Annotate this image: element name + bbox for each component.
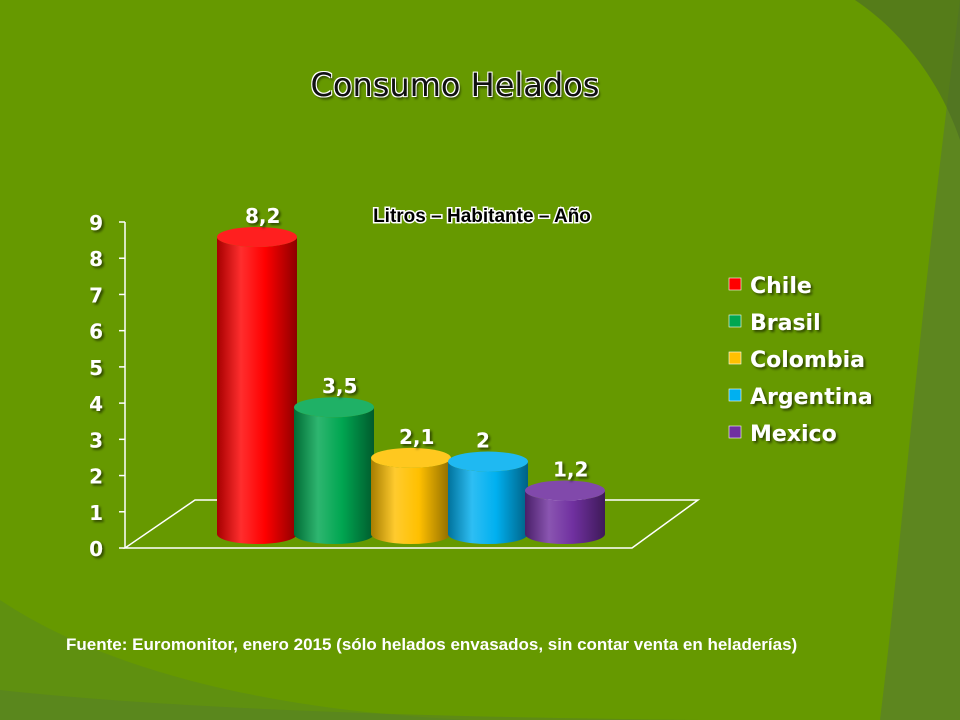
- y-tick-label: 9: [89, 211, 103, 235]
- legend-swatch: [728, 388, 742, 402]
- bar-argentina: [448, 451, 528, 544]
- y-tick-label: 7: [89, 283, 103, 307]
- legend-swatch: [728, 277, 742, 291]
- legend-label: Chile: [750, 274, 812, 299]
- legend-item-brasil: Brasil: [728, 311, 821, 336]
- legend-item-mexico: Mexico: [728, 422, 837, 447]
- bar-top: [448, 451, 528, 472]
- legend: Chile Brasil Colombia Argentina Mexico: [728, 274, 873, 447]
- legend-item-argentina: Argentina: [728, 385, 873, 410]
- y-tick-label: 2: [89, 465, 103, 489]
- source-note: Fuente: Euromonitor, enero 2015 (sólo he…: [66, 635, 798, 654]
- legend-label: Brasil: [750, 311, 821, 336]
- legend-label: Colombia: [750, 348, 865, 373]
- y-tick-label: 3: [89, 428, 103, 452]
- legend-label: Argentina: [750, 385, 873, 410]
- bar-body: [217, 236, 297, 544]
- bar-body: [525, 490, 605, 544]
- y-tick-label: 0: [89, 537, 103, 561]
- data-label: 8,2: [245, 204, 280, 228]
- data-label: 3,5: [322, 374, 357, 398]
- y-tick-label: 8: [89, 247, 103, 271]
- bar-body: [448, 461, 528, 544]
- slide-title: Consumo Helados: [310, 66, 600, 104]
- bar-brasil: [294, 397, 374, 544]
- bar-top: [371, 447, 451, 468]
- y-tick-label: 1: [89, 501, 103, 525]
- chart-subtitle: Litros – Habitante – Año: [373, 206, 591, 227]
- y-tick-label: 6: [89, 320, 103, 344]
- data-label: 2,1: [399, 425, 434, 449]
- legend-swatch: [728, 351, 742, 365]
- bar-top: [217, 226, 297, 247]
- legend-swatch: [728, 314, 742, 328]
- bar-body: [371, 457, 451, 544]
- data-label: 1,2: [553, 458, 588, 482]
- y-tick-label: 4: [89, 392, 103, 416]
- bar-colombia: [371, 447, 451, 544]
- legend-swatch: [728, 425, 742, 439]
- y-tick-label: 5: [89, 356, 103, 380]
- legend-label: Mexico: [750, 422, 837, 447]
- bar-top: [294, 397, 374, 418]
- chart-floor: [122, 499, 701, 549]
- data-label: 2: [476, 429, 490, 453]
- bar-top: [525, 480, 605, 501]
- bar-chile: [217, 226, 297, 544]
- legend-item-chile: Chile: [728, 274, 812, 299]
- bar-body: [294, 407, 374, 544]
- legend-item-colombia: Colombia: [728, 348, 865, 373]
- bar-mexico: [525, 480, 605, 544]
